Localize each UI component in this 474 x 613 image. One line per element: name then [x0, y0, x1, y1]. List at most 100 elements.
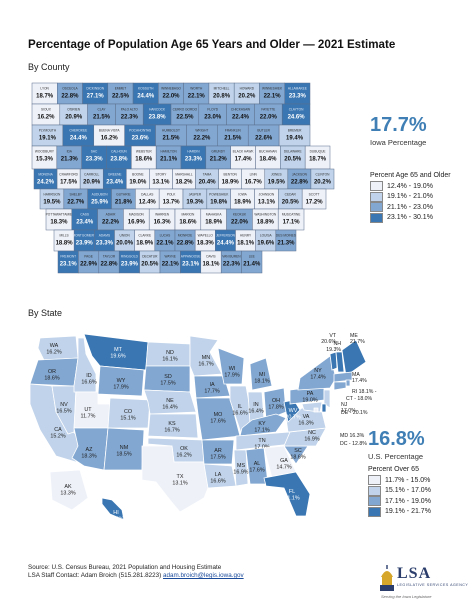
county-humboldt: HUMBOLDT 21.5%	[155, 124, 187, 147]
svg-text:APPANOOSE: APPANOOSE	[181, 255, 201, 259]
svg-text:SIOUX: SIOUX	[41, 108, 52, 112]
svg-text:18.3%: 18.3%	[197, 241, 215, 247]
svg-text:PAGE: PAGE	[84, 255, 93, 259]
svg-text:WORTH: WORTH	[190, 87, 203, 91]
svg-text:LOUISA: LOUISA	[260, 234, 273, 238]
svg-text:NJ: NJ	[341, 402, 348, 408]
county-linn: LINN 16.7%	[241, 168, 266, 190]
svg-text:21.2%: 21.2%	[210, 157, 228, 163]
svg-text:21.1%: 21.1%	[284, 496, 299, 502]
svg-text:LEE: LEE	[249, 255, 255, 259]
source-line: Source: U.S. Census Bureau, 2021 Populat…	[28, 564, 222, 571]
svg-text:CHICKASAW: CHICKASAW	[231, 108, 250, 112]
county-clinton: CLINTON 20.2%	[310, 168, 335, 190]
svg-text:POTTAWATTAMIE: POTTAWATTAMIE	[46, 213, 73, 217]
svg-text:BOONE: BOONE	[132, 173, 144, 177]
svg-text:MONROE: MONROE	[178, 234, 192, 238]
svg-text:16.2%: 16.2%	[176, 453, 191, 459]
svg-text:17.6%: 17.6%	[249, 468, 264, 474]
svg-text:22.9%: 22.9%	[80, 262, 98, 268]
svg-text:SC: SC	[294, 448, 302, 454]
svg-text:21.3%: 21.3%	[61, 157, 79, 163]
county-muscatine: MUSCATINE 17.1%	[277, 208, 305, 231]
county-decatur: DECATUR 20.5%	[139, 250, 161, 274]
state-legend-label: 11.7% - 15.0%	[385, 476, 431, 484]
county-woodbury: WOODBURY 15.3%	[31, 145, 58, 170]
svg-text:20.5%: 20.5%	[141, 262, 159, 268]
county-emmet: EMMET 22.5%	[107, 82, 134, 105]
state-legend-title: Percent Over 65	[368, 466, 419, 473]
svg-text:22.5%: 22.5%	[176, 115, 194, 121]
contact-line: LSA Staff Contact: Adam Broich (515.281.…	[28, 572, 162, 579]
svg-text:17.8%: 17.8%	[268, 405, 283, 411]
svg-text:18.6%: 18.6%	[44, 376, 59, 382]
contact-email-link[interactable]: adam.broich@legis.iowa.gov	[163, 572, 244, 579]
county-legend-item: 12.4% - 19.0%	[370, 181, 451, 192]
svg-text:18.8%: 18.8%	[257, 220, 275, 226]
svg-text:MT: MT	[114, 347, 122, 353]
svg-text:DICKINSON: DICKINSON	[86, 87, 104, 91]
svg-text:DAVIS: DAVIS	[206, 255, 215, 259]
svg-text:KEOKUK: KEOKUK	[233, 213, 247, 217]
svg-text:DE - 20.1%: DE - 20.1%	[341, 410, 368, 416]
svg-text:TAYLOR: TAYLOR	[103, 255, 116, 259]
svg-text:DES MOINES: DES MOINES	[276, 234, 296, 238]
svg-text:GREENE: GREENE	[108, 173, 121, 177]
svg-text:ADAIR: ADAIR	[106, 213, 116, 217]
svg-text:HANCOCK: HANCOCK	[149, 108, 166, 112]
county-dickinson: DICKINSON 27.1%	[82, 82, 109, 105]
svg-text:SCOTT: SCOTT	[309, 193, 320, 197]
svg-text:19.4%: 19.4%	[286, 136, 304, 142]
state-legend-item: 19.1% - 21.7%	[368, 506, 431, 518]
svg-text:JEFFERSON: JEFFERSON	[216, 234, 236, 238]
svg-text:BUENA VISTA: BUENA VISTA	[99, 129, 121, 133]
svg-text:MUSCATINE: MUSCATINE	[282, 213, 301, 217]
county-scott: SCOTT 17.2%	[301, 188, 327, 210]
svg-text:20.6%: 20.6%	[321, 339, 336, 345]
svg-text:LYON: LYON	[40, 87, 49, 91]
svg-text:IA: IA	[209, 382, 214, 388]
svg-text:23.1%: 23.1%	[60, 262, 78, 268]
svg-text:21.5%: 21.5%	[224, 136, 242, 142]
svg-text:16.6%: 16.6%	[81, 380, 96, 386]
state-legend-swatch	[368, 496, 381, 507]
svg-text:FREMONT: FREMONT	[60, 255, 76, 259]
county-taylor: TAYLOR 22.8%	[98, 250, 120, 274]
svg-text:18.9%: 18.9%	[136, 241, 154, 247]
logo-sub-text: LEGISLATIVE SERVICES AGENCY	[397, 583, 469, 587]
svg-text:18.9%: 18.9%	[222, 180, 240, 186]
svg-text:UT: UT	[84, 407, 92, 413]
svg-text:23.3%: 23.3%	[96, 241, 114, 247]
svg-text:KY: KY	[258, 421, 266, 427]
svg-text:13.1%: 13.1%	[258, 200, 276, 206]
svg-text:ALLAMAKEE: ALLAMAKEE	[288, 87, 307, 91]
svg-text:MADISON: MADISON	[129, 213, 145, 217]
svg-text:22.8%: 22.8%	[100, 262, 118, 268]
svg-text:WAPELLO: WAPELLO	[198, 234, 214, 238]
svg-text:22.1%: 22.1%	[264, 94, 282, 100]
state-legend-label: 17.1% - 19.0%	[385, 497, 431, 505]
svg-text:22.2%: 22.2%	[102, 220, 120, 226]
svg-text:18.5%: 18.5%	[116, 452, 131, 458]
svg-text:GA: GA	[280, 458, 288, 464]
svg-text:DALLAS: DALLAS	[141, 193, 153, 197]
svg-text:CASS: CASS	[80, 213, 89, 217]
svg-text:OK: OK	[180, 446, 188, 452]
svg-text:BREMER: BREMER	[288, 129, 302, 133]
svg-text:23.1%: 23.1%	[182, 262, 200, 268]
iowa-summary-value: 17.7%	[370, 114, 427, 136]
svg-text:17.5%: 17.5%	[160, 381, 175, 387]
svg-text:WINNEBAGO: WINNEBAGO	[161, 87, 181, 91]
svg-text:16.7%: 16.7%	[245, 180, 263, 186]
county-des-moines: DES MOINES 21.3%	[275, 229, 297, 252]
svg-text:WARREN: WARREN	[155, 213, 170, 217]
svg-text:WI: WI	[229, 366, 236, 372]
svg-text:21.4%: 21.4%	[243, 262, 261, 268]
county-cass: CASS 23.4%	[71, 208, 98, 231]
